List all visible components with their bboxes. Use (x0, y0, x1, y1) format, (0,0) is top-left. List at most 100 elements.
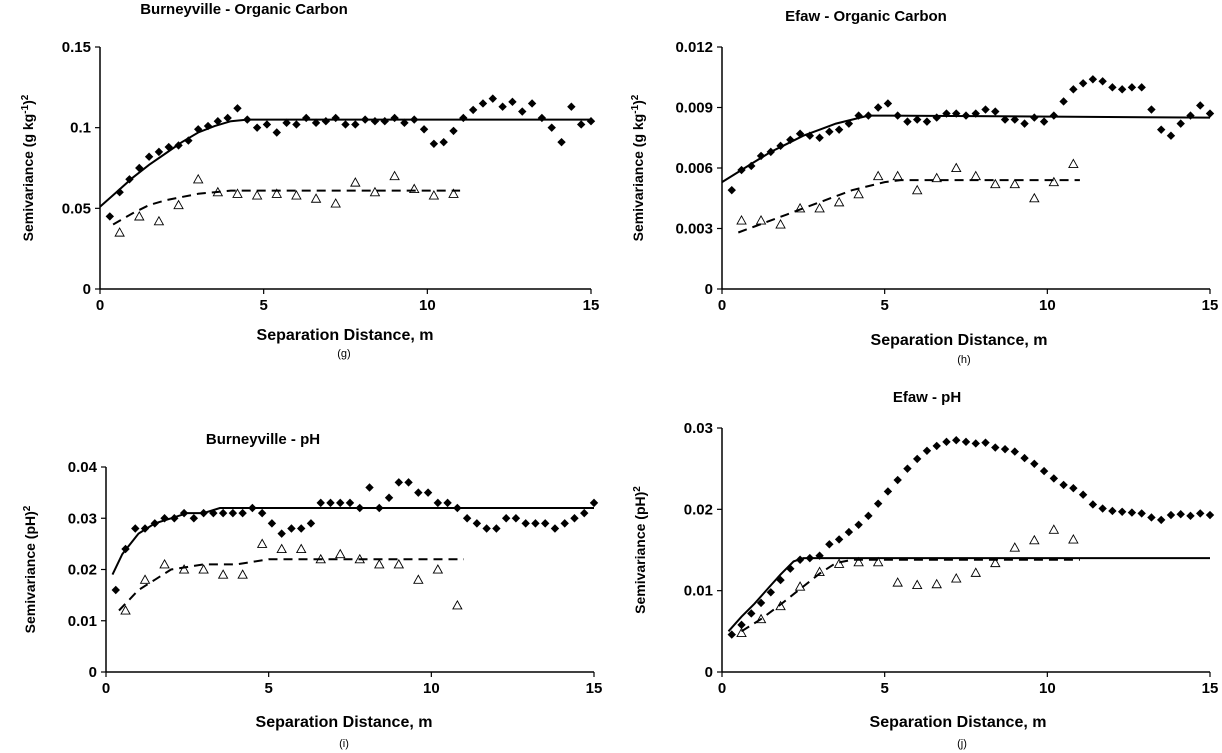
y-axis-label-part: ) (20, 100, 36, 105)
triangle-point (1068, 158, 1079, 169)
triangle-point (178, 564, 190, 574)
triangle-point (755, 215, 767, 225)
diamond-point (1049, 111, 1059, 120)
diamond-point (321, 117, 331, 126)
triangle-point (139, 574, 151, 584)
triangle-point (1048, 176, 1060, 187)
triangle-point (872, 170, 884, 181)
y-tick-label: 0.1 (70, 120, 91, 137)
triangle-point (330, 198, 341, 208)
diamond-point (400, 118, 409, 128)
diamond-point (518, 107, 527, 116)
y-tick-label: 0.012 (675, 39, 713, 56)
diamond-point (326, 498, 335, 508)
diamond-point (233, 104, 242, 113)
diamond-point (468, 105, 478, 115)
triangle-point (448, 188, 459, 198)
diamond-point (170, 514, 179, 523)
diamond-point (316, 498, 325, 508)
triangle-point (990, 557, 1001, 568)
triangle-point (334, 548, 346, 559)
diamond-point (179, 508, 189, 518)
diamond-point (527, 99, 537, 108)
diamond-point (1196, 509, 1205, 518)
diamond-point (873, 103, 883, 112)
diamond-point (1157, 515, 1166, 525)
diamond-point (747, 161, 756, 171)
diamond-point (252, 123, 262, 132)
triangle-point (452, 599, 463, 610)
triangle-point (256, 538, 268, 548)
diamond-point (1137, 83, 1146, 92)
y-tick-label: 0.15 (62, 39, 91, 56)
triangle-point (794, 581, 806, 591)
diamond-point (932, 113, 941, 122)
model-fit-solid (99, 118, 591, 208)
y-axis-label-part: -1 (630, 104, 641, 113)
y-tick-label: 0.03 (684, 420, 713, 437)
x-tick-label: 5 (264, 680, 272, 697)
diamond-point (903, 464, 912, 473)
triangle-point (251, 190, 263, 200)
triangle-point (990, 178, 1001, 189)
diamond-point (404, 478, 413, 487)
diamond-point (1186, 111, 1195, 120)
chart-title: Efaw - Organic Carbon (785, 8, 947, 25)
diamond-point (1098, 504, 1107, 513)
diamond-point (1205, 109, 1215, 118)
diamond-point (541, 519, 550, 528)
triangle-point (1009, 542, 1021, 552)
diamond-point (164, 142, 173, 152)
triangle-point (970, 567, 982, 577)
diamond-point (414, 488, 423, 497)
diamond-point (1059, 480, 1068, 490)
diamond-point (1069, 85, 1078, 94)
diamond-point (345, 498, 355, 508)
triangle-point (736, 215, 747, 225)
triangle-point (1068, 534, 1079, 544)
diamond-point (390, 113, 399, 123)
diamond-point (531, 519, 540, 528)
triangle-point (428, 190, 440, 200)
panel-label: (h) (957, 354, 970, 366)
diamond-point (942, 437, 951, 447)
x-tick-label: 10 (1039, 297, 1056, 314)
diamond-point (747, 609, 756, 618)
y-axis-label: Semivariance (g kg-1)2 (630, 94, 647, 241)
diamond-point (1205, 510, 1215, 520)
x-tick-label: 0 (718, 680, 726, 697)
diamond-point (922, 446, 932, 455)
triangle-point (794, 202, 806, 213)
diamond-point (248, 503, 257, 513)
diamond-point (893, 475, 902, 485)
diamond-point (1147, 105, 1156, 114)
diamond-point (557, 137, 566, 147)
diamond-point (589, 498, 599, 508)
triangle-point (315, 553, 326, 564)
y-axis-label: Semivariance (g kg-1)2 (20, 94, 37, 241)
diamond-point (1117, 507, 1127, 516)
diamond-point (365, 483, 374, 492)
diamond-point (154, 147, 164, 157)
diamond-point (360, 115, 370, 124)
diamond-point (737, 165, 746, 175)
y-tick-label: 0.01 (68, 613, 97, 630)
y-tick-label: 0 (89, 664, 97, 681)
diamond-point (952, 436, 961, 445)
triangle-point (192, 173, 204, 184)
diamond-point (262, 120, 272, 129)
diamond-point (1078, 79, 1088, 88)
diamond-point (952, 109, 961, 118)
diamond-point (1069, 483, 1078, 493)
diamond-point (1137, 509, 1146, 518)
diamond-point (140, 524, 150, 533)
diamond-point (913, 454, 922, 464)
triangle-point (1048, 524, 1060, 534)
panel-g: Burneyville - Organic Carbon Separation … (20, 1, 600, 360)
y-axis-label-part: Semivariance (pH) (632, 492, 648, 614)
triangle-point (911, 184, 923, 195)
diamond-point (160, 514, 169, 523)
diamond-point (1088, 500, 1098, 509)
y-tick-label: 0.02 (68, 562, 97, 579)
x-axis-label: Separation Distance, m (871, 332, 1048, 349)
